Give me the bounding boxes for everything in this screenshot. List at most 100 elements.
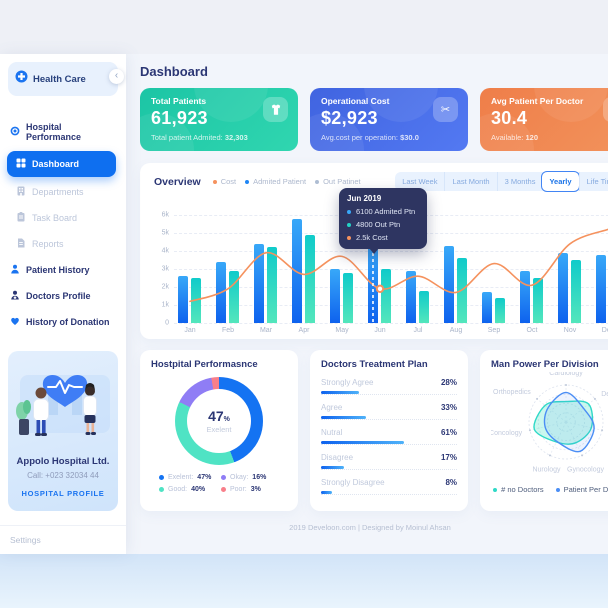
legend-dot bbox=[555, 487, 560, 492]
overview-chart[interactable]: 6k 5k 4k 3k 2k 1k 0 Jan Feb Mar Apr May Jun Jul Aug Se… bbox=[154, 188, 608, 341]
legend-label: Patient Per Doctor bbox=[563, 485, 608, 494]
treatment-fill bbox=[321, 391, 360, 394]
filter-yearly[interactable]: Yearly bbox=[541, 171, 580, 192]
x-tick: Oct bbox=[526, 327, 538, 334]
overview-panel: Overview Cost Admited Patient Out Patinet … bbox=[140, 163, 608, 339]
legend-dot bbox=[493, 487, 498, 492]
bar-admitted-mar[interactable] bbox=[254, 243, 264, 323]
sidebar-item-label: Patient History bbox=[26, 265, 90, 275]
legend-dot bbox=[159, 475, 164, 480]
legend-item-out-patinet[interactable]: Out Patinet bbox=[315, 177, 361, 186]
y-tick: 2k bbox=[161, 283, 169, 291]
legend-item-admited-patient[interactable]: Admited Patient bbox=[245, 177, 306, 186]
bar-admitted-jul[interactable] bbox=[406, 270, 416, 323]
bar-outpatient-may[interactable] bbox=[343, 272, 353, 323]
bar-outpatient-nov[interactable] bbox=[571, 260, 581, 323]
chart-tooltip: Jun 2019 6100 Admited Ptn 4800 Out Ptn 2.5… bbox=[339, 188, 427, 254]
bar-outpatient-mar[interactable] bbox=[267, 247, 277, 323]
reports-icon bbox=[16, 238, 26, 250]
donut-legend-item-poor[interactable]: Poor: 3% bbox=[221, 486, 279, 493]
legend-value: 47% bbox=[197, 474, 212, 481]
sidebar-item-hospital-performance[interactable]: Hospital Performance bbox=[0, 116, 126, 148]
sidebar-item-history-of-donation[interactable]: History of Donation bbox=[0, 310, 126, 334]
settings-link[interactable]: Settings bbox=[0, 525, 126, 554]
bar-admitted-may[interactable] bbox=[330, 269, 340, 323]
bar-outpatient-jul[interactable] bbox=[419, 290, 429, 323]
bar-outpatient-oct[interactable] bbox=[533, 278, 543, 323]
stat-cards-row: Total Patients 61,923 Total patient Admi… bbox=[140, 88, 608, 151]
donut-legend-item-okay[interactable]: Okay: 16% bbox=[221, 474, 279, 481]
sidebar-item-doctors-profile[interactable]: Doctors Profile bbox=[0, 284, 126, 308]
legend-label: Good: bbox=[168, 486, 188, 493]
sidebar-menu: Hospital Performance Dashboard Departments… bbox=[0, 114, 126, 336]
radar-legend-item-patient-per-doctor[interactable]: Patient Per Doctor bbox=[555, 485, 608, 494]
y-tick: 0 bbox=[165, 319, 169, 327]
bar-admitted-aug[interactable] bbox=[444, 245, 454, 323]
sidebar-item-label: Task Board bbox=[32, 213, 78, 223]
bar-outpatient-apr[interactable] bbox=[305, 234, 315, 323]
donation-icon bbox=[10, 316, 20, 328]
x-tick: Nov bbox=[563, 327, 577, 334]
bar-outpatient-jun[interactable] bbox=[381, 269, 391, 323]
sidebar-item-patient-history[interactable]: Patient History bbox=[0, 258, 126, 282]
division-radar-chart[interactable]: CardiologyDermotologySerologyGynocologyN… bbox=[489, 370, 608, 483]
filter-life-time[interactable]: Life Time bbox=[578, 172, 608, 191]
filter-last-week[interactable]: Last Week bbox=[402, 177, 438, 186]
sidebar-item-reports[interactable]: Reports bbox=[0, 232, 126, 256]
filter-3-months[interactable]: 3 Months bbox=[496, 172, 543, 191]
doctors-profile-icon bbox=[10, 290, 20, 302]
hospital-profile-button[interactable]: HOSPITAL PROFILE bbox=[21, 489, 105, 498]
sidebar-collapse-button[interactable]: ‹ bbox=[109, 69, 124, 84]
treatment-row-disagree: Disagree 17% bbox=[321, 453, 457, 470]
treatment-track bbox=[321, 466, 457, 470]
donut-legend-item-good[interactable]: Good: 40% bbox=[159, 486, 217, 493]
legend-item-cost[interactable]: Cost bbox=[212, 177, 236, 186]
filter-last-month[interactable]: Last Month bbox=[444, 172, 496, 191]
doctors-treatment-plan-panel: Doctors Treatment Plan Strongly Agree 28%… bbox=[310, 350, 468, 511]
tooltip-dot bbox=[347, 235, 351, 240]
tooltip-value: 4800 Out Ptn bbox=[356, 220, 401, 229]
treatment-value: 28% bbox=[440, 378, 457, 387]
cost-line bbox=[189, 228, 608, 323]
stat-title: Operational Cost bbox=[321, 96, 390, 106]
treatment-row-strongly-disagree: Strongly Disagree 8% bbox=[321, 478, 457, 495]
app-logo[interactable]: Health Care bbox=[8, 62, 118, 96]
time-range-filter: Last Week Last Month 3 Months Yearly Life Ti… bbox=[395, 171, 608, 192]
overview-title: Overview bbox=[154, 175, 201, 188]
bar-admitted-dec[interactable] bbox=[596, 254, 606, 323]
treatment-row-header: Strongly Agree 28% bbox=[321, 378, 457, 387]
treatment-track bbox=[321, 491, 457, 495]
grid-line bbox=[174, 305, 608, 306]
coat-icon bbox=[263, 97, 288, 122]
overview-legend: Cost Admited Patient Out Patinet bbox=[212, 177, 361, 186]
bar-admitted-jan[interactable] bbox=[178, 276, 188, 323]
performance-donut-chart[interactable]: 47% Exelent bbox=[175, 377, 263, 465]
sidebar-item-dashboard[interactable]: Dashboard bbox=[7, 151, 116, 177]
treatment-row-agree: Agree 33% bbox=[321, 403, 457, 420]
bar-outpatient-sep[interactable] bbox=[495, 297, 505, 323]
bar-admitted-sep[interactable] bbox=[482, 292, 492, 323]
legend-label: Admited Patient bbox=[253, 177, 307, 186]
donut-legend-item-exelent[interactable]: Exelent: 47% bbox=[159, 474, 217, 481]
legend-label: Out Patinet bbox=[323, 177, 361, 186]
hospital-illustration bbox=[14, 359, 112, 450]
sidebar-item-departments[interactable]: Departments bbox=[0, 180, 126, 204]
hospital-phone: Call: +023 32034 44 bbox=[27, 471, 99, 480]
sidebar-item-task-board[interactable]: Task Board bbox=[0, 206, 126, 230]
treatment-row-nutral: Nutral 61% bbox=[321, 428, 457, 445]
bar-admitted-apr[interactable] bbox=[292, 218, 302, 323]
dashboard-icon bbox=[16, 158, 26, 170]
y-tick: 4k bbox=[161, 247, 169, 255]
radar-axis-label-orthopedics: Orthopedics bbox=[493, 389, 531, 396]
bar-admitted-oct[interactable] bbox=[520, 270, 530, 323]
radar-legend-item--no-doctors[interactable]: # no Doctors bbox=[493, 485, 544, 494]
pulse-icon bbox=[10, 126, 20, 138]
treatment-label: Strongly Disagree bbox=[321, 478, 385, 487]
legend-value: 3% bbox=[250, 486, 261, 493]
bar-admitted-nov[interactable] bbox=[558, 252, 568, 323]
treatment-value: 61% bbox=[440, 428, 457, 437]
bar-outpatient-feb[interactable] bbox=[229, 270, 239, 323]
treatment-value: 8% bbox=[445, 478, 457, 487]
treatment-value: 33% bbox=[440, 403, 457, 412]
radar-axis-label-dermotology: Dermotology bbox=[601, 391, 608, 398]
